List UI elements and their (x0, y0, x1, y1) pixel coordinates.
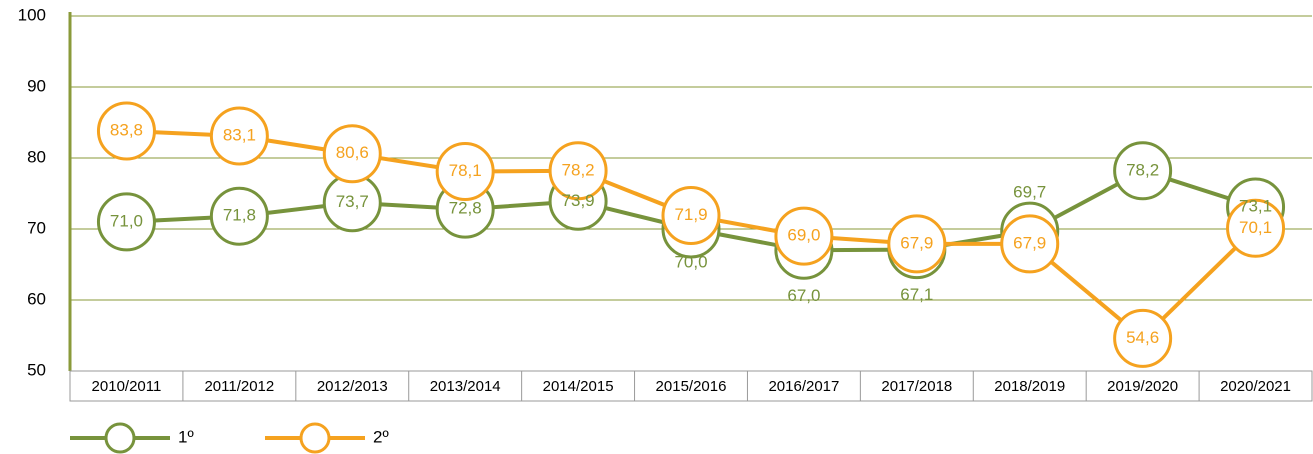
data-label: 69,7 (1013, 183, 1046, 202)
y-tick-label: 60 (27, 289, 46, 308)
legend-label: 1º (178, 427, 194, 446)
y-tick-label: 80 (27, 147, 46, 166)
y-tick-label: 100 (18, 5, 46, 24)
data-label: 71,9 (674, 205, 707, 224)
x-tick-label: 2019/2020 (1107, 378, 1178, 395)
x-tick-label: 2017/2018 (881, 378, 952, 395)
data-label: 70,1 (1239, 218, 1272, 237)
data-label: 72,8 (449, 199, 482, 218)
marker (96, 192, 156, 252)
data-label: 78,2 (1126, 160, 1159, 179)
data-label: 71,0 (110, 211, 143, 230)
y-tick-label: 50 (27, 360, 46, 379)
marker (96, 101, 156, 161)
x-tick-label: 2012/2013 (317, 378, 388, 395)
data-label: 67,0 (787, 286, 820, 305)
marker (209, 106, 269, 166)
data-label: 69,0 (787, 226, 820, 245)
x-axis-box (69, 370, 1313, 402)
data-label: 78,2 (562, 160, 595, 179)
data-label: 70,0 (674, 252, 707, 271)
marker (1226, 198, 1286, 258)
y-tick-label: 70 (27, 218, 46, 237)
legend-marker (299, 422, 331, 454)
marker (322, 124, 382, 184)
data-label: 78,1 (449, 161, 482, 180)
x-tick-label: 2015/2016 (656, 378, 727, 395)
x-tick-label: 2010/2011 (92, 378, 162, 395)
marker (209, 186, 269, 246)
data-label: 83,1 (223, 125, 256, 144)
data-label: 67,9 (900, 233, 933, 252)
x-tick-label: 2014/2015 (543, 378, 614, 395)
x-tick-label: 2020/2021 (1220, 378, 1291, 395)
data-label: 73,1 (1239, 196, 1272, 215)
data-label: 73,7 (336, 192, 369, 211)
x-tick-label: 2016/2017 (768, 378, 839, 395)
marker (887, 214, 947, 274)
legend-marker (104, 422, 136, 454)
data-label: 73,9 (562, 191, 595, 210)
marker (1000, 214, 1060, 274)
marker (774, 206, 834, 266)
y-tick-label: 90 (27, 76, 46, 95)
x-tick-label: 2013/2014 (430, 378, 501, 395)
data-label: 67,9 (1013, 233, 1046, 252)
marker (435, 141, 495, 201)
x-tick-label: 2011/2012 (204, 378, 274, 395)
data-label: 80,6 (336, 143, 369, 162)
marker (661, 186, 721, 246)
marker (1113, 141, 1173, 201)
legend-label: 2º (373, 427, 389, 446)
data-label: 67,1 (900, 285, 933, 304)
data-label: 71,8 (223, 206, 256, 225)
marker (548, 141, 608, 201)
x-tick-label: 2018/2019 (994, 378, 1065, 395)
marker (1113, 308, 1173, 368)
data-label: 54,6 (1126, 328, 1159, 347)
data-label: 83,8 (110, 121, 143, 140)
